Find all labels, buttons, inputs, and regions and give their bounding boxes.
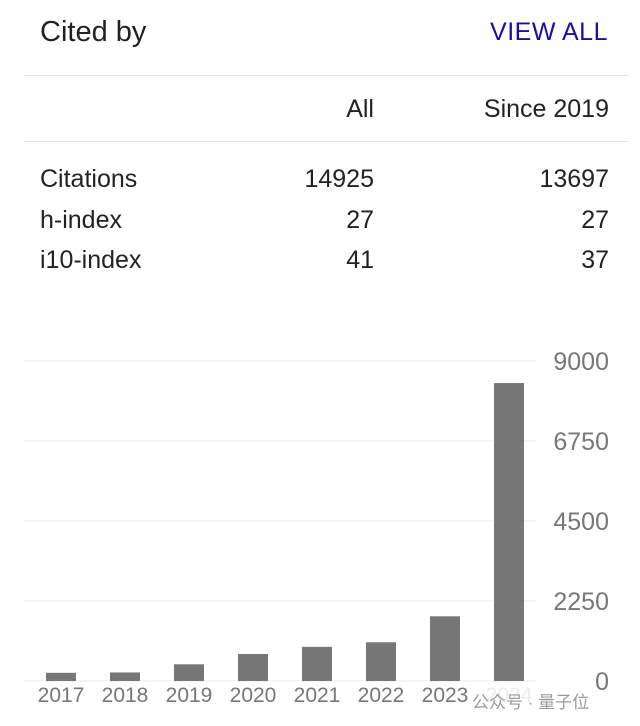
y-tick-label: 6750 [553,428,609,456]
cited-by-title: Cited by [40,16,147,48]
bar-2021[interactable] [302,646,332,681]
citations-per-year-chart: 0 2250 4500 6750 9000 2017 2018 2019 2020 2021 202… [24,348,609,707]
i10-index-all-value: 41 [346,246,374,274]
bar-2020[interactable] [238,653,268,681]
y-tick-label: 2250 [553,588,609,616]
y-tick-label: 4500 [553,508,609,536]
watermark: 公众号 · 量子位 [468,686,594,715]
x-tick-label-2017: 2017 [38,684,85,707]
i10-index-since-value: 37 [581,246,609,274]
bar-2018[interactable] [110,672,140,681]
x-tick-label-2018: 2018 [102,684,149,707]
h-index-since-value: 27 [581,206,609,234]
view-all-link[interactable]: VIEW ALL [490,18,608,46]
citations-label[interactable]: Citations [40,165,138,193]
x-tick-label-2022: 2022 [358,684,405,707]
x-tick-label-2020: 2020 [230,684,277,707]
cited-by-header: Cited by VIEW ALL [0,0,640,76]
bar-2024[interactable] [494,383,524,681]
bar-2022[interactable] [366,642,396,681]
y-tick-label: 0 [595,668,609,696]
i10-index-label[interactable]: i10-index [40,246,142,274]
table-header-divider [24,141,628,142]
header-divider [24,75,628,76]
column-header-all: All [346,95,374,123]
column-header-since: Since 2019 [483,95,609,123]
citations-all-value: 14925 [304,165,374,193]
x-tick-label-2023: 2023 [422,684,469,707]
x-tick-label-2019: 2019 [166,684,213,707]
bar-2017[interactable] [46,672,76,681]
bar-2019[interactable] [174,664,204,681]
h-index-label[interactable]: h-index [40,206,122,234]
citations-since-value: 13697 [539,165,609,193]
y-tick-label: 9000 [553,348,609,376]
x-tick-label-2021: 2021 [294,684,341,707]
bar-2023[interactable] [430,616,460,681]
h-index-all-value: 27 [346,206,374,234]
